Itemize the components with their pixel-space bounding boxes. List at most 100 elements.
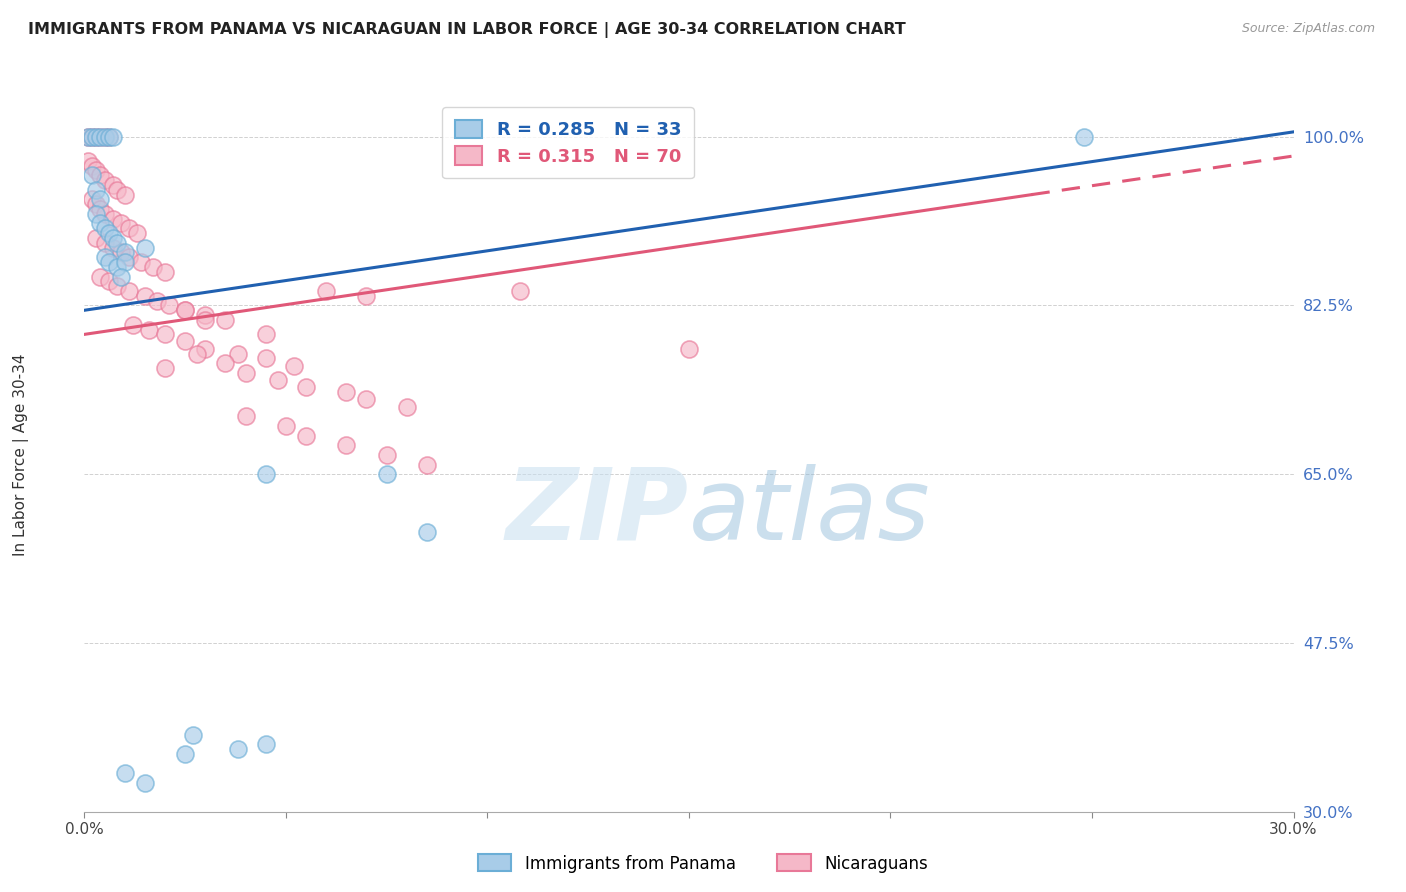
Point [77,129,100,144]
Point [114,187,136,202]
Point [142,260,165,274]
Point [89,202,111,216]
Point [235,409,257,424]
Point [267,373,290,387]
Point [315,284,337,298]
Point [153,361,176,376]
Text: Source: ZipAtlas.com: Source: ZipAtlas.com [1241,22,1375,36]
Legend: R = 0.285   N = 33, R = 0.315   N = 70: R = 0.285 N = 33, R = 0.315 N = 70 [443,107,693,178]
Point [416,458,439,472]
Point [86,197,108,211]
Point [82,129,104,144]
Point [101,178,124,192]
Point [174,747,197,761]
Point [356,392,378,406]
Point [101,241,124,255]
Point [82,159,104,173]
Point [214,313,236,327]
Point [254,351,277,366]
Point [254,737,277,751]
Point [101,231,124,245]
Point [174,334,197,348]
Point [93,207,115,221]
Point [97,274,120,288]
Point [105,183,128,197]
Point [89,269,111,284]
Point [82,193,104,207]
Point [97,129,120,144]
Point [118,250,141,264]
Point [93,129,115,144]
Point [186,346,208,360]
Point [274,419,297,434]
Point [86,231,108,245]
Text: In Labor Force | Age 30-34: In Labor Force | Age 30-34 [13,353,30,557]
Text: atlas: atlas [689,464,931,560]
Point [101,129,124,144]
Point [235,366,257,380]
Point [194,308,217,322]
Point [134,776,156,790]
Point [97,129,120,144]
Point [254,327,277,342]
Point [118,221,141,235]
Point [89,193,111,207]
Point [181,728,204,742]
Point [375,448,398,462]
Point [93,129,115,144]
Text: IMMIGRANTS FROM PANAMA VS NICARAGUAN IN LABOR FORCE | AGE 30-34 CORRELATION CHAR: IMMIGRANTS FROM PANAMA VS NICARAGUAN IN … [28,22,905,38]
Point [134,241,156,255]
Point [416,524,439,539]
Point [226,346,249,360]
Point [335,438,357,452]
Point [678,342,700,356]
Point [157,298,180,312]
Point [77,153,100,168]
Point [335,385,357,400]
Point [97,255,120,269]
Point [295,428,318,442]
Point [110,269,132,284]
Point [86,183,108,197]
Point [105,260,128,274]
Point [375,467,398,482]
Point [86,207,108,221]
Point [509,284,531,298]
Legend: Immigrants from Panama, Nicaraguans: Immigrants from Panama, Nicaraguans [471,847,935,880]
Point [110,217,132,231]
Point [254,467,277,482]
Point [118,284,141,298]
Point [89,129,111,144]
Point [295,380,318,394]
Point [194,342,217,356]
Point [146,293,169,308]
Point [77,129,100,144]
Point [283,359,305,374]
Point [153,265,176,279]
Point [89,129,111,144]
Point [93,235,115,250]
Point [93,173,115,187]
Point [226,742,249,756]
Point [97,226,120,240]
Point [114,766,136,780]
Point [82,129,104,144]
Point [174,303,197,318]
Point [356,289,378,303]
Point [82,168,104,182]
Point [93,250,115,264]
Point [110,245,132,260]
Point [114,255,136,269]
Point [105,279,128,293]
Point [1073,129,1095,144]
Point [86,129,108,144]
Point [134,289,156,303]
Point [86,129,108,144]
Point [101,211,124,226]
Point [114,245,136,260]
Point [105,235,128,250]
Point [93,221,115,235]
Point [174,303,197,318]
Text: ZIP: ZIP [506,464,689,560]
Point [89,217,111,231]
